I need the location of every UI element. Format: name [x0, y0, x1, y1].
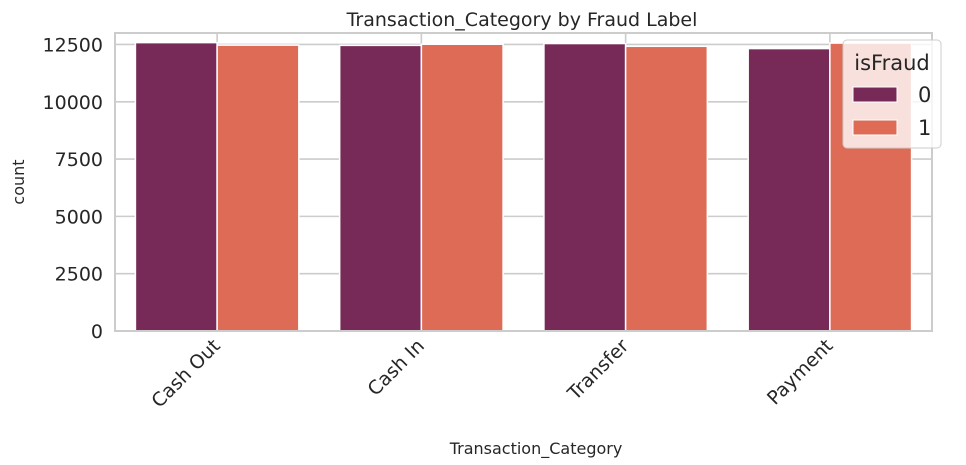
bars — [134, 41, 913, 332]
x-axis-title: Transaction_Category — [449, 439, 623, 459]
bar-cash-in-isfraud-0 — [338, 44, 423, 332]
bar-payment-isfraud-0 — [747, 47, 831, 332]
legend-label-0: 0 — [918, 83, 931, 107]
y-axis-title: count — [9, 159, 28, 204]
y-tick-label: 5000 — [55, 206, 103, 228]
bar-transfer-isfraud-0 — [543, 42, 627, 332]
legend-title: isFraud — [854, 51, 929, 75]
legend: isFraud 0 1 — [842, 39, 942, 149]
plot-frame — [114, 32, 933, 332]
y-tick-label: 12500 — [43, 34, 103, 56]
bar-cash-in-isfraud-1 — [420, 43, 504, 332]
bar-transfer-isfraud-1 — [624, 45, 709, 332]
bar-cash-out-isfraud-1 — [216, 44, 300, 332]
legend-label-1: 1 — [918, 116, 931, 140]
y-tick-label: 0 — [91, 321, 103, 343]
y-tick-labels: 0 2500 5000 7500 10000 12500 — [43, 34, 103, 343]
y-tick-label: 10000 — [43, 92, 103, 114]
y-tick-label: 2500 — [55, 264, 103, 286]
chart-title: Transaction_Category by Fraud Label — [346, 9, 698, 31]
y-tick-label: 7500 — [55, 149, 103, 171]
legend-swatch-0 — [852, 86, 898, 103]
bar-cash-out-isfraud-0 — [134, 41, 218, 332]
legend-swatch-1 — [852, 119, 898, 136]
